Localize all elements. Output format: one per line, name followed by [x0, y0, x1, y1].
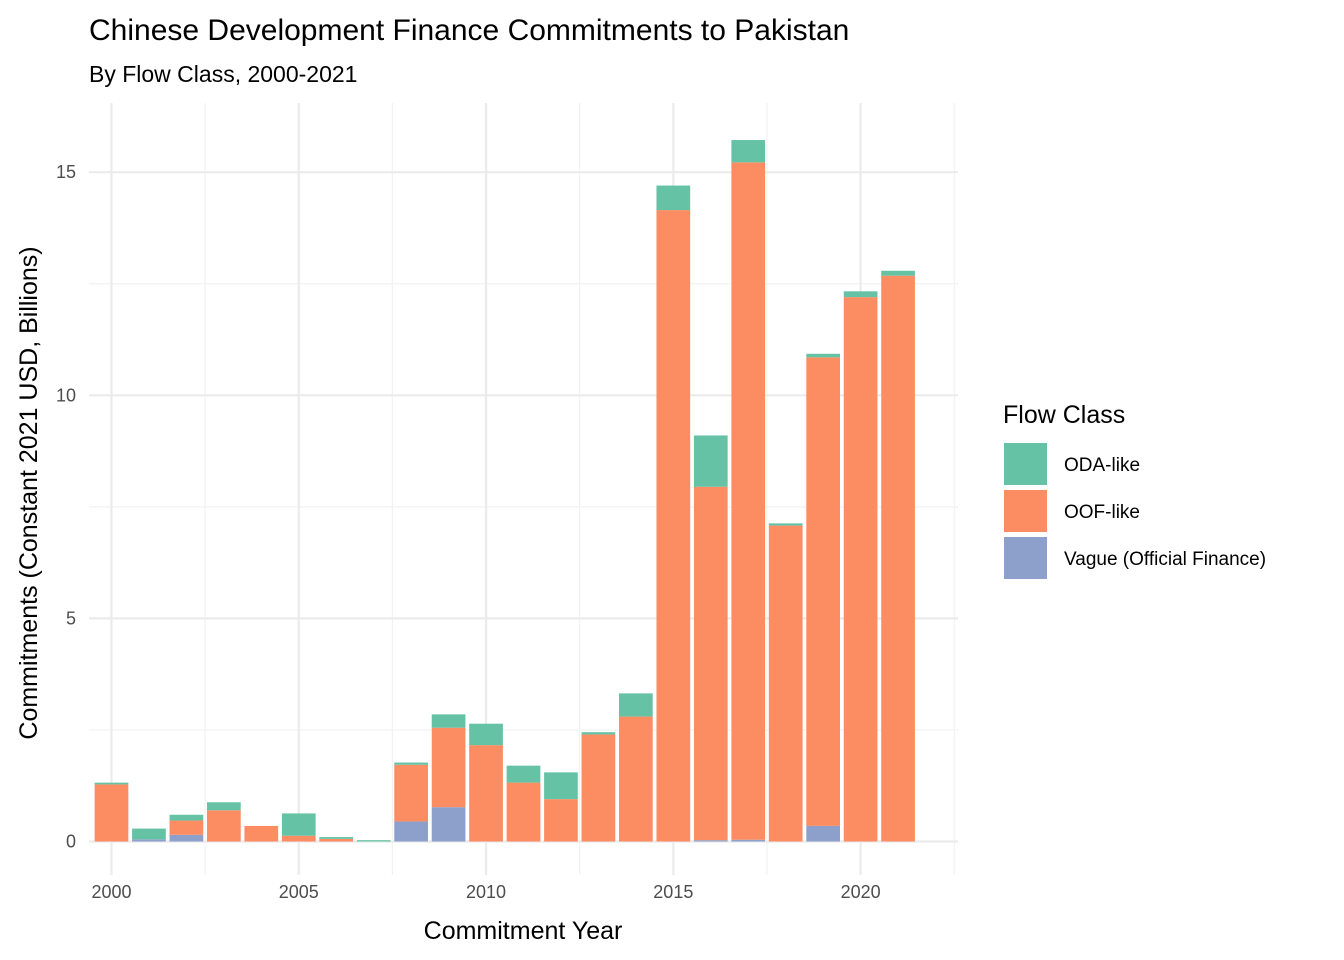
x-tick-label: 2010 [466, 882, 506, 902]
bar-segment [431, 727, 466, 808]
x-axis-title: Commitment Year [424, 917, 623, 945]
bar-segment [169, 820, 204, 835]
chart-title: Chinese Development Finance Commitments … [89, 14, 849, 47]
bar-segment [806, 357, 841, 826]
x-tick-label: 2020 [841, 882, 881, 902]
x-tick-label: 2000 [91, 882, 131, 902]
bar-segment [881, 270, 915, 276]
bar-segment [169, 814, 204, 821]
bar-segment [319, 838, 354, 842]
bar-segment [206, 802, 241, 811]
bar-segment [469, 723, 503, 746]
bar-segment [394, 762, 428, 765]
bar-segment [506, 782, 541, 842]
bar-segment [431, 807, 466, 842]
bar-segment [319, 837, 354, 839]
bar-segment [806, 825, 841, 842]
legend: Flow Class ODA-like OOF-like Vague (Offici… [1003, 401, 1266, 579]
bar-segment [843, 291, 878, 298]
y-tick-label: 0 [66, 832, 76, 852]
bar-segment [731, 140, 766, 163]
bar-segment [206, 810, 241, 842]
bar-segment [768, 525, 803, 842]
bar-segment [431, 714, 466, 728]
bar-segment [619, 693, 653, 717]
bar-segment [394, 764, 428, 822]
bar-segment [881, 275, 915, 842]
bar-segment [731, 839, 766, 842]
bar-segment [806, 353, 841, 358]
chart-subtitle: By Flow Class, 2000-2021 [89, 61, 357, 87]
x-tick-label: 2015 [653, 882, 693, 902]
bar-segment [169, 834, 204, 842]
legend-label: Vague (Official Finance) [1064, 549, 1266, 570]
bar-segment [94, 784, 129, 842]
y-tick-label: 15 [56, 162, 76, 182]
y-tick-label: 5 [66, 608, 76, 628]
bars [94, 140, 915, 842]
bar-segment [656, 185, 691, 211]
bar-segment [693, 840, 728, 842]
bar-segment [94, 782, 129, 785]
bar-segment [544, 772, 578, 800]
tick-labels: 2000 2005 2010 2015 2020 0 5 10 15 [56, 162, 881, 902]
legend-swatch [1004, 490, 1047, 532]
x-tick-label: 2005 [279, 882, 319, 902]
bar-segment [281, 813, 316, 836]
legend-swatch [1004, 443, 1047, 485]
bar-segment [506, 765, 541, 783]
bar-segment [581, 734, 616, 842]
legend-label: OOF-like [1064, 502, 1140, 523]
bar-segment [693, 435, 728, 487]
bar-segment [656, 210, 691, 842]
legend-title: Flow Class [1003, 401, 1125, 429]
bar-segment [619, 716, 653, 842]
bar-segment [843, 297, 878, 842]
bar-segment [244, 825, 279, 842]
bar-segment [731, 162, 766, 840]
bar-segment [768, 523, 803, 526]
legend-swatch [1004, 537, 1047, 579]
bar-segment [469, 745, 503, 842]
bar-segment [394, 821, 428, 842]
bar-segment [581, 732, 616, 735]
bar-segment [693, 486, 728, 841]
bar-segment [281, 835, 316, 842]
y-axis-title: Commitments (Constant 2021 USD, Billions… [15, 246, 43, 739]
bar-segment [132, 828, 166, 840]
legend-label: ODA-like [1064, 455, 1140, 476]
y-tick-label: 10 [56, 385, 76, 405]
bar-segment [356, 840, 391, 842]
bar-segment [132, 839, 166, 842]
bar-segment [544, 799, 578, 842]
